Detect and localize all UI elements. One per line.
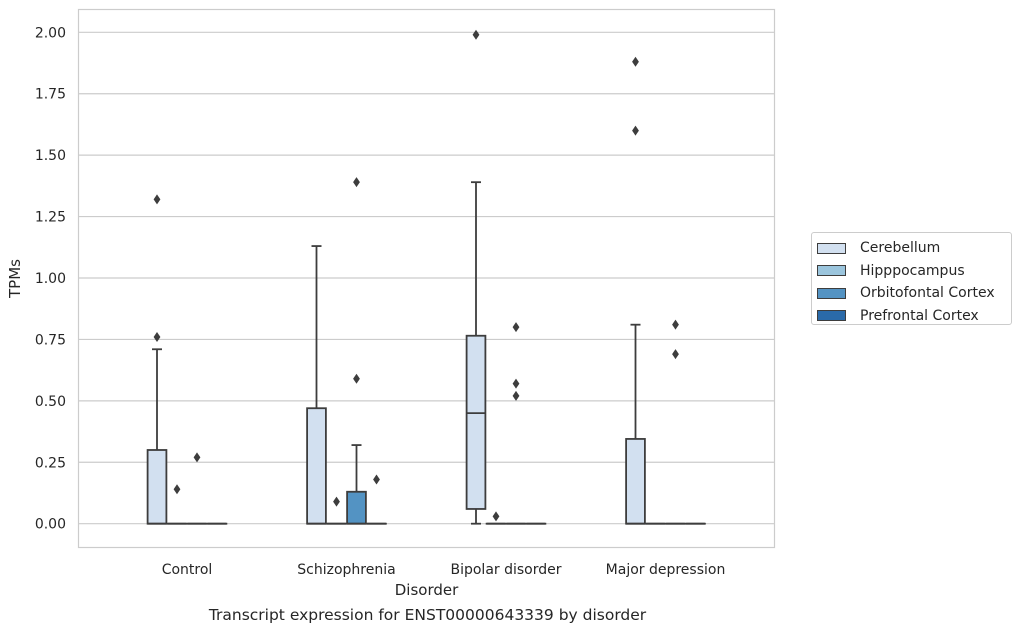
x-tick-label: Bipolar disorder	[450, 562, 561, 578]
outlier-point	[512, 390, 520, 401]
y-tick-label: 1.75	[35, 87, 66, 103]
legend-label-orbitofontal-cortex: Orbitofontal Cortex	[860, 285, 995, 302]
outlier-point	[193, 452, 201, 463]
legend-item-prefrontal-cortex: Prefrontal Cortex	[817, 305, 1011, 328]
y-tick-label: 0.25	[35, 455, 66, 471]
legend-item-hipppocampus: Hipppocampus	[817, 260, 1011, 283]
outlier-point	[173, 484, 181, 495]
box	[146, 348, 168, 525]
y-axis-label: TPMs	[6, 259, 24, 299]
y-tick-label: 0.50	[35, 394, 66, 410]
outlier-point	[672, 319, 679, 330]
box-body	[306, 407, 327, 525]
outlier-point	[632, 56, 639, 67]
outlier-point	[512, 378, 520, 389]
outlier-point	[632, 125, 639, 136]
outlier-point	[512, 322, 520, 333]
x-tick-labels: Control Schizophrenia Bipolar disorder Majo…	[162, 562, 726, 578]
y-tick-labels: 0.00 0.25 0.50 0.75 1.00 1.25 1.50 1.75 2.00	[35, 25, 66, 532]
box	[625, 323, 646, 525]
y-tick-label: 2.00	[35, 25, 66, 41]
legend-item-orbitofontal-cortex: Orbitofontal Cortex	[817, 282, 1011, 305]
legend-swatch-cerebellum	[817, 242, 846, 254]
outlier-point	[353, 373, 360, 384]
box-body	[346, 490, 367, 525]
outlier-point	[472, 29, 480, 40]
outlier-point	[492, 511, 500, 522]
y-tick-label: 1.00	[35, 271, 66, 287]
outlier-point	[672, 349, 679, 360]
legend-swatch-prefrontal-cortex	[817, 310, 846, 322]
legend-label-prefrontal-cortex: Prefrontal Cortex	[860, 307, 979, 324]
outlier-point	[153, 194, 161, 205]
legend-swatch-orbitofontal-cortex	[817, 287, 846, 299]
outliers	[153, 29, 679, 522]
outlier-point	[333, 496, 340, 507]
legend-label-hipppocampus: Hipppocampus	[860, 262, 965, 279]
y-tick-label: 0.75	[35, 332, 66, 348]
box	[346, 444, 367, 525]
chart-caption: Transcript expression for ENST0000064333…	[208, 606, 647, 624]
outlier-point	[353, 177, 360, 188]
legend: Cerebellum Hipppocampus Orbitofontal Cor…	[811, 232, 1012, 325]
box-body	[146, 449, 168, 525]
legend-label-cerebellum: Cerebellum	[860, 240, 941, 257]
box	[465, 181, 487, 525]
boxes	[146, 181, 706, 525]
legend-item-cerebellum: Cerebellum	[817, 237, 1011, 260]
x-tick-label: Control	[162, 562, 213, 578]
x-tick-label: Major depression	[606, 562, 726, 578]
legend-swatch-hipppocampus	[817, 265, 846, 277]
x-tick-label: Schizophrenia	[297, 562, 395, 578]
outlier-point	[373, 474, 380, 485]
y-tick-label: 0.00	[35, 517, 66, 533]
y-tick-label: 1.25	[35, 210, 66, 226]
x-axis-label: Disorder	[395, 581, 459, 599]
box-body	[625, 438, 646, 525]
outlier-point	[153, 331, 161, 342]
y-tick-label: 1.50	[35, 148, 66, 164]
box-body	[465, 334, 487, 510]
box	[306, 245, 327, 525]
